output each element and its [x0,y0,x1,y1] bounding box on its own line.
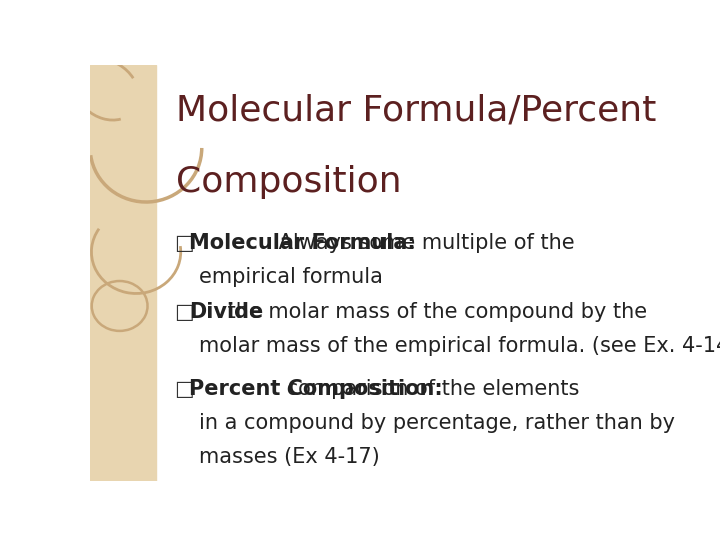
Text: Always some multiple of the: Always some multiple of the [272,233,575,253]
Text: the molar mass of the compound by the: the molar mass of the compound by the [221,302,647,322]
Text: empirical formula: empirical formula [199,267,383,287]
Text: masses (Ex 4-17): masses (Ex 4-17) [199,447,379,467]
Bar [90,65,156,481]
Text: □: □ [174,302,194,322]
Text: Divide: Divide [189,302,264,322]
Text: Molecular Formula/Percent: Molecular Formula/Percent [176,94,657,128]
Text: Composition: Composition [176,165,402,199]
Text: Molecular Formula:: Molecular Formula: [189,233,416,253]
Text: □: □ [174,379,194,399]
Text: comparison of the elements: comparison of the elements [280,379,580,399]
Text: □: □ [174,233,194,253]
Text: in a compound by percentage, rather than by: in a compound by percentage, rather than… [199,413,675,433]
Text: molar mass of the empirical formula. (see Ex. 4-14): molar mass of the empirical formula. (se… [199,336,720,356]
Text: Percent Composition:: Percent Composition: [189,379,443,399]
